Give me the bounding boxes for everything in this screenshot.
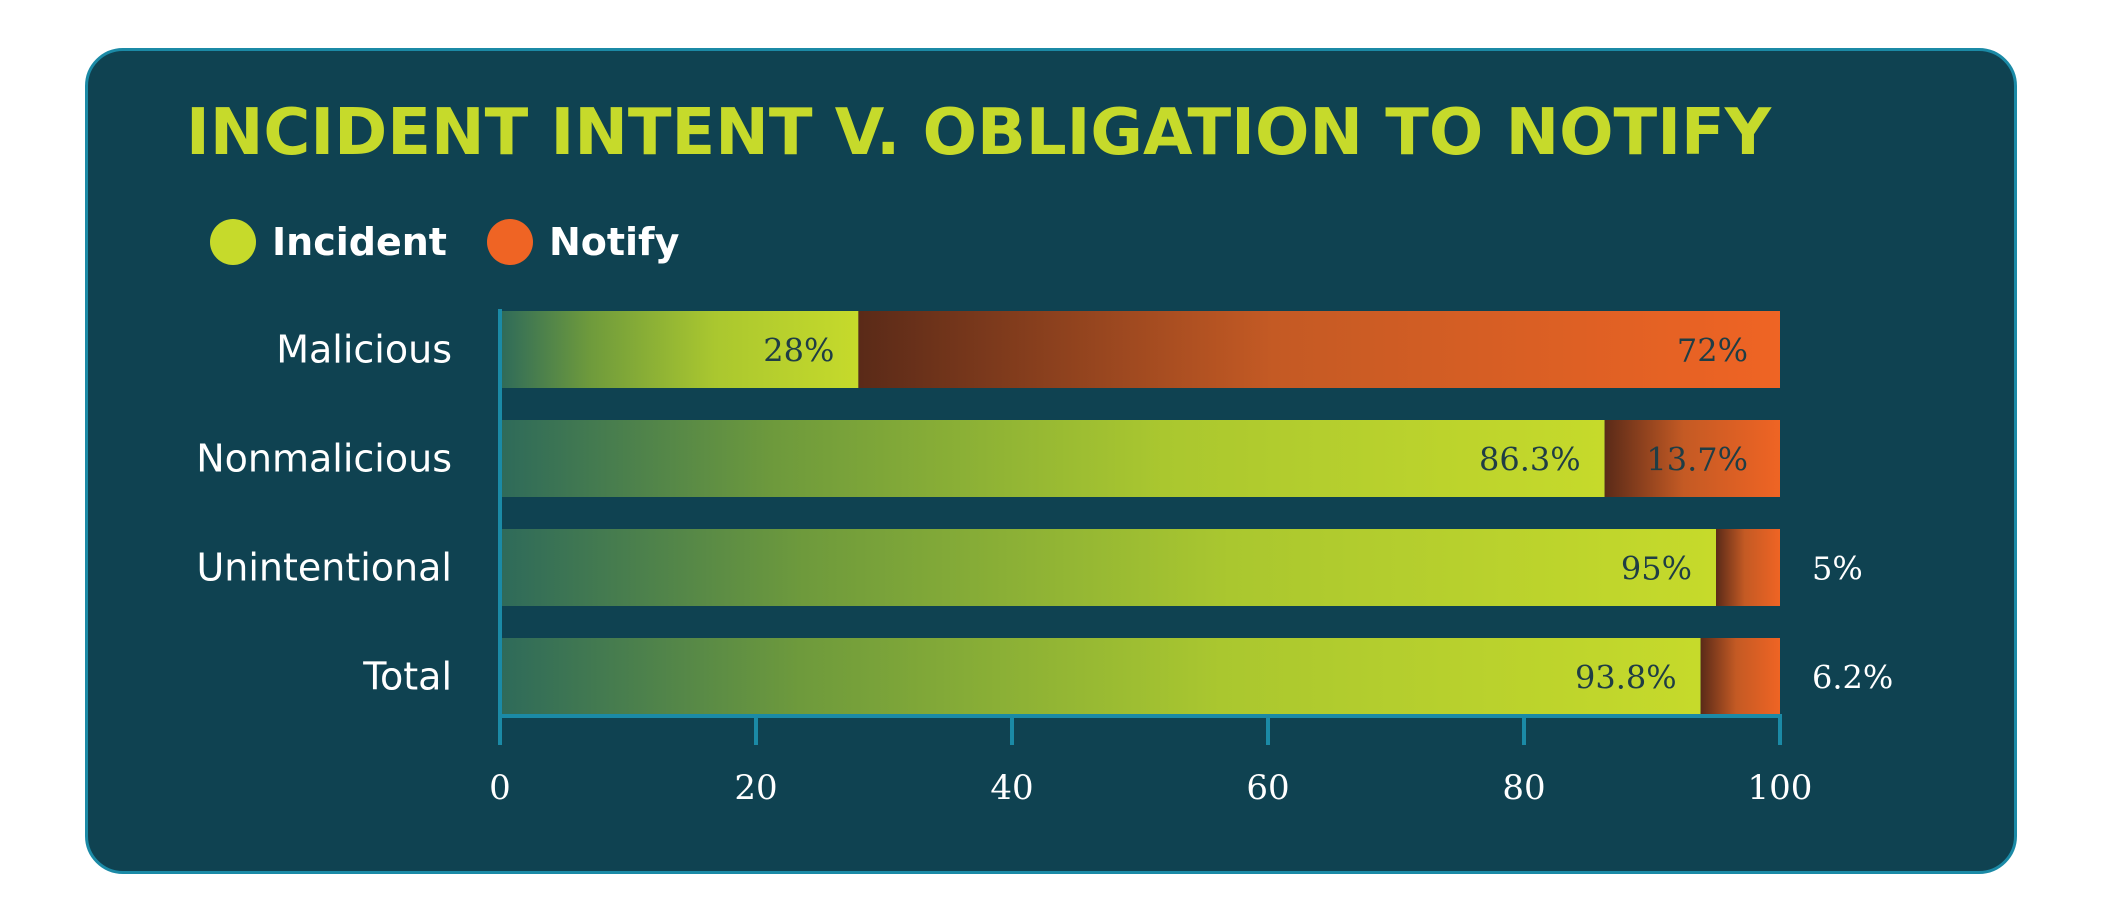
x-tick-label-40: 40 bbox=[990, 768, 1033, 808]
data-label-notify-total: 6.2% bbox=[1812, 659, 1893, 697]
x-axis: 0 20 40 60 80 100 bbox=[489, 309, 1812, 808]
legend-item-notify: Notify bbox=[486, 219, 680, 265]
category-label-nonmalicious: Nonmalicious bbox=[196, 437, 452, 481]
data-label-notify-malicious: 72% bbox=[1677, 332, 1748, 370]
legend: Incident Notify bbox=[210, 218, 719, 266]
bar-incident-total bbox=[500, 638, 1701, 715]
bar-incident-malicious bbox=[500, 311, 859, 388]
chart-title: INCIDENT INTENT V. OBLIGATION TO NOTIFY bbox=[186, 96, 1772, 170]
legend-swatch-incident bbox=[210, 219, 256, 265]
category-label-malicious: Malicious bbox=[276, 328, 452, 372]
data-label-notify-unintentional: 5% bbox=[1812, 550, 1863, 588]
bar-notify-unintentional bbox=[1716, 529, 1780, 606]
bar-incident-nonmalicious bbox=[500, 420, 1605, 497]
legend-swatch-notify bbox=[486, 219, 533, 265]
x-tick-label-100: 100 bbox=[1748, 768, 1813, 808]
category-label-unintentional: Unintentional bbox=[196, 546, 452, 590]
bar-incident-unintentional bbox=[500, 529, 1716, 606]
legend-label-notify: Notify bbox=[548, 220, 680, 264]
category-label-total: Total bbox=[362, 655, 452, 699]
data-label-incident-unintentional: 95% bbox=[1621, 550, 1692, 588]
bar-notify-nonmalicious bbox=[1604, 420, 1780, 497]
bar-notify-malicious bbox=[858, 311, 1780, 388]
bar-notify-total bbox=[1700, 638, 1780, 715]
data-label-incident-malicious: 28% bbox=[763, 332, 834, 370]
x-tick-label-0: 0 bbox=[489, 768, 511, 808]
bars-group: Malicious 28% 72% Nonmalicious 86.3% 13.7% Uni… bbox=[196, 311, 1893, 715]
legend-item-incident: Incident bbox=[210, 219, 447, 265]
x-tick-label-20: 20 bbox=[734, 768, 777, 808]
x-tick-label-80: 80 bbox=[1502, 768, 1545, 808]
x-tick-label-60: 60 bbox=[1246, 768, 1289, 808]
data-label-notify-nonmalicious: 13.7% bbox=[1646, 441, 1748, 479]
data-label-incident-total: 93.8% bbox=[1575, 659, 1677, 697]
legend-label-incident: Incident bbox=[272, 220, 447, 264]
data-label-incident-nonmalicious: 86.3% bbox=[1479, 441, 1581, 479]
